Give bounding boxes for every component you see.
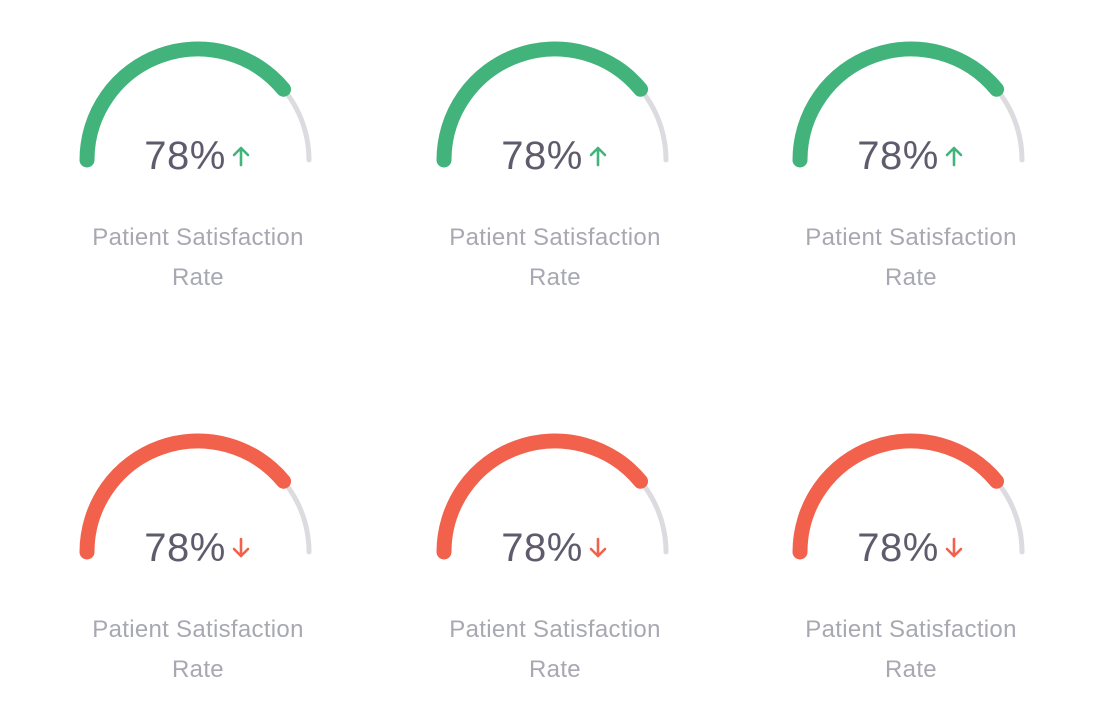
gauge-label-line2: Rate [529,656,581,683]
gauge-card: 78% Patient Satisfaction Rate [761,22,1061,291]
gauge-label: Patient Satisfaction Rate [761,218,1061,298]
gauge-arc [792,433,1025,560]
gauge-card: 78% Patient Satisfaction Rate [48,414,348,683]
gauge-label-line2: Rate [172,264,224,291]
gauge-arc [436,433,669,560]
gauge-label: Patient Satisfaction Rate [48,218,348,298]
gauge-arc [436,41,669,168]
gauge-value: 78% [144,526,226,570]
gauge-value: 78% [857,526,939,570]
gauge-fill [436,41,649,168]
gauge-value-row: 78% [761,134,1061,179]
gauge-arc [79,41,312,168]
gauge-fill [792,433,1005,560]
gauge-fill [79,41,292,168]
gauge-value-row: 78% [405,134,705,179]
gauge-fill [79,433,292,560]
gauge-label-line1: Patient Satisfaction [805,616,1017,643]
gauge-label-line2: Rate [172,656,224,683]
gauge-card: 78% Patient Satisfaction Rate [405,22,705,291]
gauge-label-line1: Patient Satisfaction [805,224,1017,251]
gauge-label: Patient Satisfaction Rate [405,218,705,298]
arrow-up-icon [232,146,250,166]
gauge-label-line1: Patient Satisfaction [92,616,304,643]
gauge-label-line2: Rate [885,656,937,683]
gauge-arc [79,433,312,560]
gauge-value: 78% [857,134,939,178]
gauge-arc [792,41,1025,168]
gauge-label-line2: Rate [529,264,581,291]
gauge-card: 78% Patient Satisfaction Rate [761,414,1061,683]
gauge-value: 78% [501,526,583,570]
arrow-up-icon [589,146,607,166]
arrow-down-icon [232,537,250,557]
gauge-value: 78% [144,134,226,178]
arrow-up-icon [945,146,963,166]
arrow-down-icon [589,537,607,557]
gauge-fill [436,433,649,560]
gauge-value-row: 78% [405,526,705,571]
gauge-card: 78% Patient Satisfaction Rate [48,22,348,291]
gauge-value-row: 78% [48,134,348,179]
gauge-fill [792,41,1005,168]
gauge-label: Patient Satisfaction Rate [405,610,705,690]
gauge-label-line1: Patient Satisfaction [449,224,661,251]
gauge-card: 78% Patient Satisfaction Rate [405,414,705,683]
gauge-label: Patient Satisfaction Rate [48,610,348,690]
gauge-label: Patient Satisfaction Rate [761,610,1061,690]
gauge-value-row: 78% [48,526,348,571]
gauge-value: 78% [501,134,583,178]
gauge-label-line1: Patient Satisfaction [92,224,304,251]
arrow-down-icon [945,537,963,557]
gauge-value-row: 78% [761,526,1061,571]
gauge-label-line1: Patient Satisfaction [449,616,661,643]
gauge-label-line2: Rate [885,264,937,291]
